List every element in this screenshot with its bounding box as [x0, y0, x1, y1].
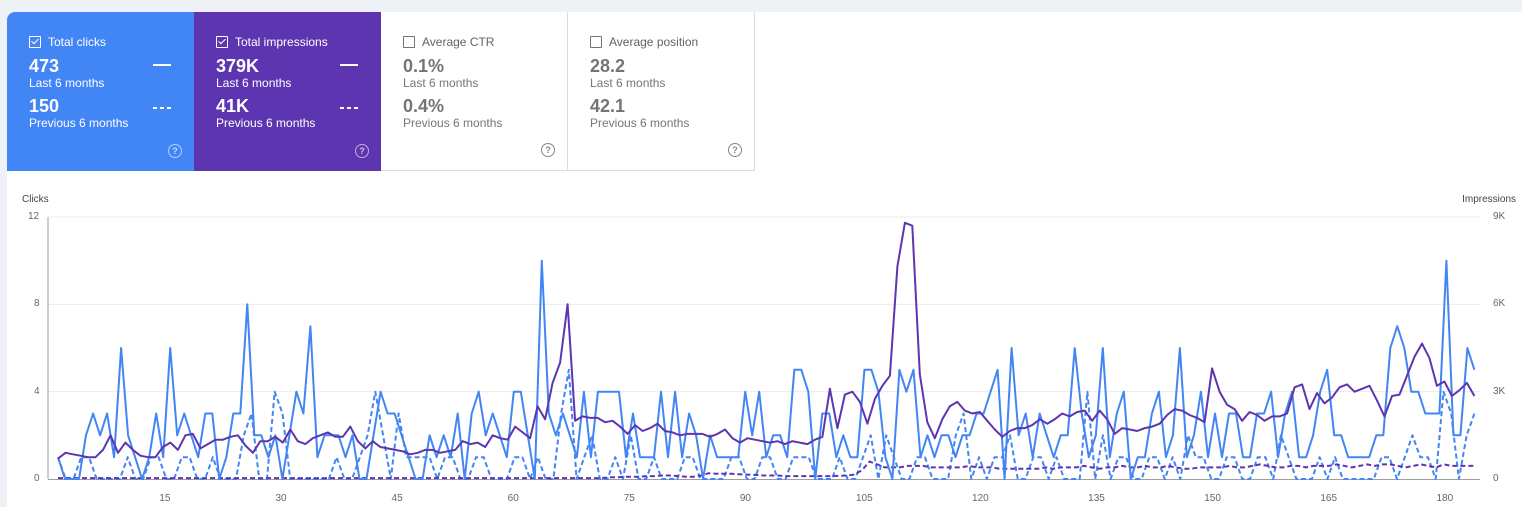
x-axis-tick: 75 — [623, 493, 635, 504]
previous-value: 41K — [216, 96, 250, 116]
left-axis-tick: 0 — [34, 473, 40, 484]
x-axis-tick: 60 — [507, 493, 519, 504]
checkbox-checked-icon[interactable] — [216, 36, 228, 48]
left-axis-tick: 4 — [34, 385, 40, 397]
current-period: Last 6 months — [403, 76, 479, 90]
current-value: 379K — [216, 56, 260, 76]
left-axis-tick: 8 — [34, 298, 40, 310]
current-value: 473 — [29, 56, 60, 76]
card-total-impressions[interactable]: Total impressions 379K Last 6 months 41K… — [194, 12, 381, 171]
card-total-clicks[interactable]: Total clicks 473 Last 6 months 150 Previ… — [7, 12, 194, 171]
x-axis-tick: 165 — [1320, 493, 1338, 504]
current-value: 28.2 — [590, 56, 626, 76]
solid-line-legend-icon — [340, 64, 358, 66]
left-axis-title: Clicks — [22, 194, 49, 205]
card-label: Average position — [609, 35, 699, 49]
current-period: Last 6 months — [590, 76, 666, 90]
x-axis-tick: 150 — [1204, 493, 1221, 504]
left-axis-tick: 12 — [28, 211, 40, 222]
previous-period: Previous 6 months — [590, 116, 690, 130]
help-icon[interactable]: ? — [355, 144, 369, 158]
card-label: Total clicks — [48, 35, 107, 49]
right-axis-tick: 6K — [1493, 298, 1506, 310]
impressions-current-line[interactable] — [57, 221, 1476, 460]
checkbox-unchecked-icon[interactable] — [590, 36, 602, 48]
x-axis-tick: 45 — [391, 493, 403, 504]
checkbox-checked-icon[interactable] — [29, 36, 41, 48]
checkbox-unchecked-icon[interactable] — [403, 36, 415, 48]
clicks-previous-line[interactable] — [57, 368, 1476, 480]
x-axis-tick: 105 — [855, 493, 873, 504]
current-value: 0.1% — [403, 56, 445, 76]
x-axis-tick: 30 — [275, 493, 287, 504]
right-axis-tick: 0 — [1493, 473, 1499, 484]
current-period: Last 6 months — [216, 76, 292, 90]
help-icon[interactable]: ? — [728, 143, 742, 157]
x-axis-tick: 180 — [1436, 493, 1454, 504]
impressions-previous-line[interactable] — [58, 460, 1475, 480]
card-label: Total impressions — [235, 35, 328, 49]
previous-value: 0.4% — [403, 96, 445, 116]
right-axis-tick: 9K — [1493, 211, 1506, 222]
dashed-line-legend-icon — [153, 107, 171, 109]
metric-cards: Total clicks 473 Last 6 months 150 Previ… — [7, 12, 755, 171]
x-axis-tick: 135 — [1088, 493, 1105, 504]
previous-value: 150 — [29, 96, 60, 116]
current-period: Last 6 months — [29, 76, 105, 90]
previous-value: 42.1 — [590, 96, 626, 116]
previous-period: Previous 6 months — [29, 116, 129, 130]
right-axis-tick: 3K — [1493, 385, 1506, 397]
dashed-line-legend-icon — [340, 107, 358, 109]
help-icon[interactable]: ? — [168, 144, 182, 158]
x-axis-tick: 120 — [972, 493, 989, 504]
x-axis-tick: 90 — [739, 493, 751, 504]
card-label: Average CTR — [422, 35, 495, 49]
right-axis-title: Impressions — [1462, 194, 1516, 205]
previous-period: Previous 6 months — [216, 116, 316, 130]
previous-period: Previous 6 months — [403, 116, 503, 130]
solid-line-legend-icon — [153, 64, 171, 66]
clicks-current-line[interactable] — [57, 259, 1476, 480]
x-axis-tick: 15 — [159, 493, 171, 504]
card-average-position[interactable]: Average position 28.2 Last 6 months 42.1… — [568, 12, 755, 171]
card-average-ctr[interactable]: Average CTR 0.1% Last 6 months 0.4% Prev… — [381, 12, 568, 171]
help-icon[interactable]: ? — [541, 143, 555, 157]
